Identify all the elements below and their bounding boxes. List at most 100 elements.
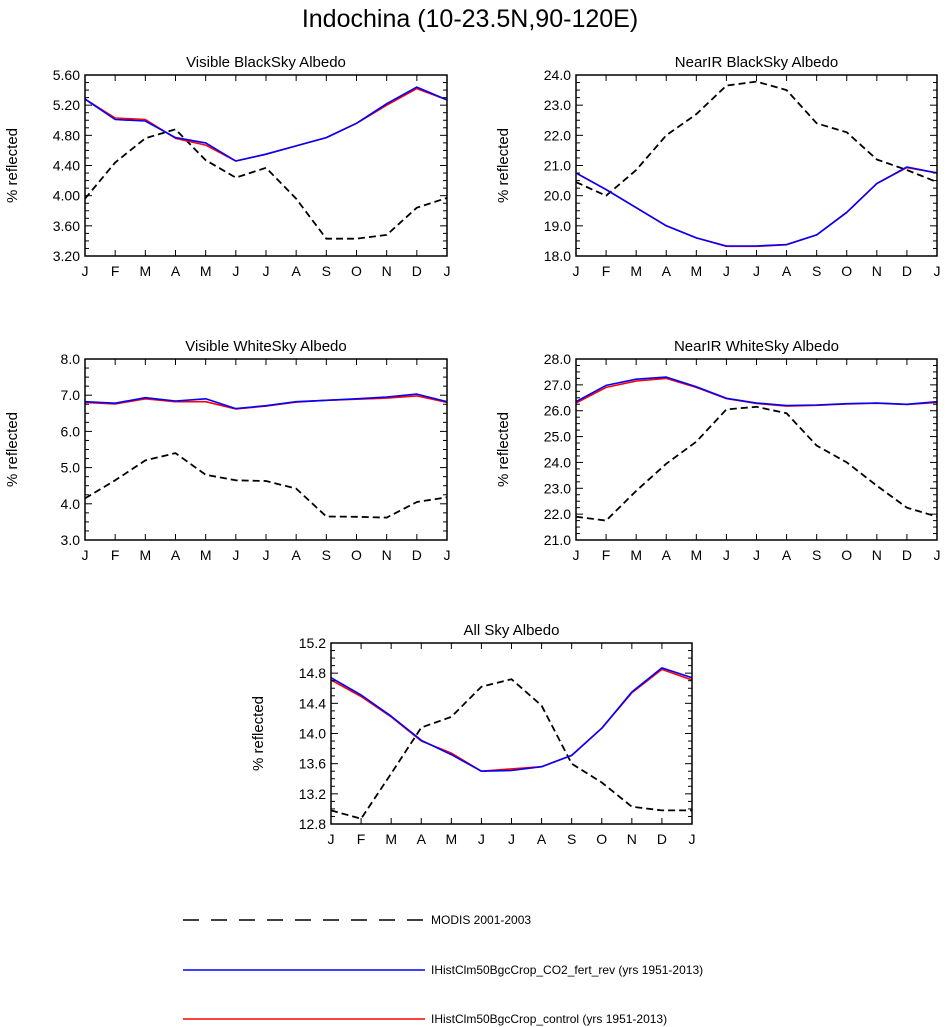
- series-control-line: [85, 395, 447, 410]
- x-tick-label: J: [934, 547, 941, 563]
- x-tick-label: J: [82, 263, 89, 279]
- y-tick-label: 14.0: [299, 726, 326, 742]
- x-tick-label: J: [478, 831, 485, 847]
- y-tick-label: 5.20: [53, 97, 80, 113]
- x-tick-label: F: [357, 831, 366, 847]
- y-tick-label: 22.0: [544, 127, 571, 143]
- y-tick-label: 24.0: [544, 454, 571, 470]
- y-tick-label: 23.0: [544, 97, 571, 113]
- x-tick-label: D: [902, 263, 912, 279]
- y-tick-label: 20.0: [544, 188, 571, 204]
- plot-frame: [84, 358, 448, 541]
- x-tick-label: J: [573, 547, 580, 563]
- x-tick-label: A: [782, 547, 792, 563]
- panel-title: NearIR BlackSky Albedo: [675, 54, 838, 71]
- x-tick-label: M: [690, 263, 702, 279]
- x-tick-label: F: [111, 263, 120, 279]
- series-co2-fert-line: [576, 376, 937, 407]
- x-tick-label: A: [662, 263, 672, 279]
- y-tick-label: 13.2: [299, 786, 326, 802]
- x-tick-label: M: [385, 831, 397, 847]
- y-tick-label: 15.2: [299, 635, 326, 651]
- x-tick-label: A: [537, 831, 547, 847]
- y-axis-label: % reflected: [4, 128, 21, 203]
- x-tick-label: A: [291, 547, 301, 563]
- y-tick-label: 21.0: [544, 158, 571, 174]
- plot-frame: [330, 642, 693, 825]
- y-axis-label: % reflected: [250, 696, 267, 771]
- y-tick-label: 13.6: [299, 756, 326, 772]
- x-tick-label: F: [111, 547, 120, 563]
- x-tick-label: M: [445, 831, 457, 847]
- series-group: [576, 376, 937, 522]
- y-tick-label: 5.60: [53, 67, 80, 83]
- series-modis-line: [576, 80, 937, 197]
- y-tick-label: 14.4: [299, 695, 326, 711]
- plot-frame: [575, 74, 938, 257]
- series-control-line: [331, 668, 692, 773]
- y-tick-label: 4.0: [61, 496, 81, 512]
- legend: MODIS 2001-2003 IHistClm50BgcCrop_CO2_fer…: [183, 913, 703, 1026]
- x-tick-label: A: [291, 263, 301, 279]
- x-tick-label: D: [412, 263, 422, 279]
- x-tick-label: S: [322, 263, 331, 279]
- y-tick-label: 12.8: [299, 816, 326, 832]
- x-tick-label: J: [263, 547, 270, 563]
- y-tick-label: 5.0: [61, 460, 81, 476]
- x-tick-label: J: [444, 263, 451, 279]
- panel-title: Visible BlackSky Albedo: [186, 54, 346, 71]
- plot-frame: [575, 358, 938, 541]
- x-tick-label: N: [382, 547, 392, 563]
- panel-title: Visible WhiteSky Albedo: [185, 338, 346, 355]
- y-tick-label: 22.0: [544, 506, 571, 522]
- series-modis-line: [85, 452, 447, 519]
- series-co2-fert-line: [576, 166, 937, 247]
- panel-title: NearIR WhiteSky Albedo: [674, 338, 839, 355]
- x-tick-label: J: [82, 547, 89, 563]
- x-tick-label: O: [596, 831, 607, 847]
- series-group: [331, 667, 692, 820]
- x-tick-label: J: [753, 547, 760, 563]
- y-tick-label: 26.0: [544, 403, 571, 419]
- series-group: [85, 86, 447, 240]
- x-tick-label: A: [782, 263, 792, 279]
- x-tick-label: A: [171, 263, 181, 279]
- x-tick-label: J: [689, 831, 696, 847]
- x-tick-label: A: [417, 831, 427, 847]
- x-tick-label: J: [444, 547, 451, 563]
- x-tick-label: N: [872, 547, 882, 563]
- y-tick-label: 3.20: [53, 248, 80, 264]
- figure-title: Indochina (10-23.5N,90-120E): [302, 5, 638, 33]
- x-tick-label: M: [630, 263, 642, 279]
- y-tick-label: 3.0: [61, 532, 81, 548]
- x-tick-label: J: [263, 263, 270, 279]
- x-tick-label: J: [723, 547, 730, 563]
- x-tick-label: S: [322, 547, 331, 563]
- y-tick-label: 23.0: [544, 480, 571, 496]
- y-tick-label: 18.0: [544, 248, 571, 264]
- x-tick-label: J: [934, 263, 941, 279]
- x-tick-label: J: [508, 831, 515, 847]
- y-tick-label: 28.0: [544, 351, 571, 367]
- series-modis-line: [576, 405, 937, 522]
- x-tick-label: J: [723, 263, 730, 279]
- panel-title: All Sky Albedo: [464, 622, 560, 639]
- x-tick-label: O: [841, 547, 852, 563]
- x-tick-label: M: [139, 263, 151, 279]
- y-tick-label: 19.0: [544, 218, 571, 234]
- x-tick-label: F: [602, 547, 611, 563]
- y-tick-label: 21.0: [544, 532, 571, 548]
- y-tick-label: 25.0: [544, 429, 571, 445]
- y-tick-label: 3.60: [53, 218, 80, 234]
- series-control-line: [85, 87, 447, 162]
- series-co2-fert-line: [85, 86, 447, 162]
- y-tick-label: 24.0: [544, 67, 571, 83]
- y-tick-label: 4.00: [53, 188, 80, 204]
- x-tick-label: M: [139, 547, 151, 563]
